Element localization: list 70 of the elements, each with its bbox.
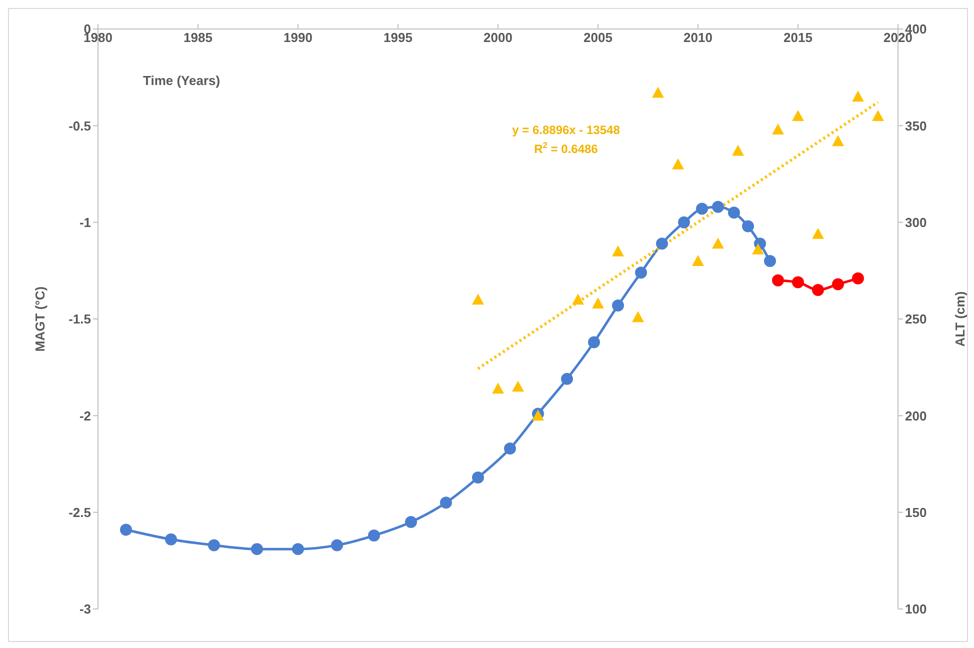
point — [472, 294, 484, 305]
point — [208, 539, 220, 552]
point — [635, 266, 647, 279]
x-tick-label: 2015 — [784, 30, 812, 45]
point — [632, 311, 644, 322]
y-tick-label: -0.5 — [68, 118, 91, 134]
annotation: y = 6.8896x - 13548 — [512, 123, 620, 137]
point — [472, 472, 484, 484]
point — [752, 243, 764, 254]
point — [292, 543, 304, 556]
point — [251, 543, 263, 556]
point — [792, 110, 804, 121]
x-tick-label: 2010 — [684, 30, 712, 45]
point — [612, 299, 624, 312]
point — [832, 135, 844, 146]
point — [696, 202, 708, 215]
point — [504, 442, 516, 455]
point — [764, 255, 776, 267]
y-axis-title: MAGT (°C) — [32, 286, 48, 352]
y2-tick-label: 200 — [905, 408, 927, 424]
y-tick-label: -2 — [79, 408, 91, 424]
point — [792, 276, 804, 288]
point — [712, 238, 724, 249]
point — [612, 245, 624, 256]
point — [592, 298, 604, 309]
y2-tick-label: 150 — [905, 504, 927, 520]
point — [812, 228, 824, 239]
point — [832, 278, 844, 290]
point — [732, 144, 744, 156]
point — [561, 372, 573, 385]
point — [656, 238, 668, 250]
point — [772, 124, 784, 135]
y2-tick-label: 350 — [905, 118, 927, 134]
point — [405, 516, 417, 528]
y2-tick-label: 300 — [905, 214, 927, 230]
x-tick-label: 1990 — [284, 30, 312, 45]
point — [652, 86, 664, 98]
annotation: R$^{2}$ = 0.6486 — [534, 140, 598, 156]
point — [678, 216, 690, 228]
point — [572, 294, 584, 305]
point — [588, 336, 600, 348]
point — [852, 272, 864, 284]
y-tick-label: -1 — [79, 214, 91, 230]
x-axis-title: Time (Years) — [143, 73, 220, 88]
point — [742, 220, 754, 232]
x-tick-label: 1985 — [184, 30, 212, 45]
point — [331, 539, 343, 552]
point — [492, 382, 504, 394]
point — [712, 200, 724, 213]
y-tick-label: -1.5 — [68, 312, 91, 327]
y-tick-label: -2.5 — [68, 504, 91, 520]
point — [165, 533, 177, 546]
point — [852, 90, 864, 102]
point — [368, 530, 380, 542]
point — [120, 524, 132, 536]
y2-tick-label: 100 — [905, 602, 927, 617]
point — [772, 274, 784, 286]
point — [728, 206, 740, 219]
y2-tick-label: 250 — [905, 312, 927, 327]
y2-axis-title: ALT (cm) — [952, 291, 968, 347]
point — [812, 284, 824, 296]
point — [672, 158, 684, 170]
x-tick-label: 1995 — [384, 30, 412, 45]
point — [692, 255, 704, 266]
x-tick-label: 2000 — [484, 30, 512, 45]
x-tick-label: 2005 — [584, 30, 612, 45]
point — [872, 110, 884, 121]
y-tick-label: -3 — [79, 602, 91, 617]
point — [440, 496, 452, 509]
point — [512, 380, 524, 392]
